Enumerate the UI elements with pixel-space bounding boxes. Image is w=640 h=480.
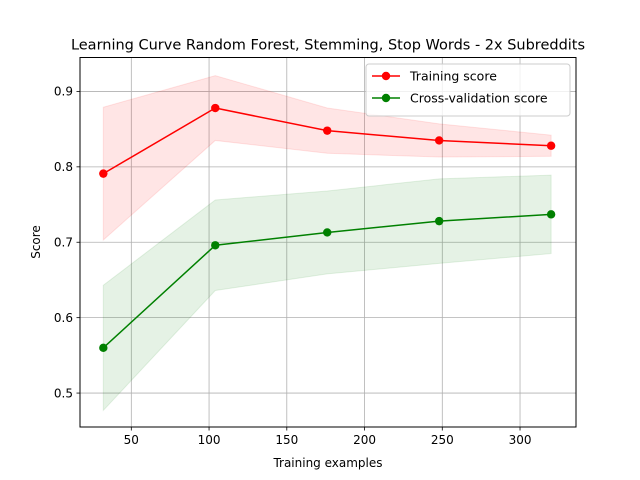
confidence-bands	[102, 75, 552, 412]
cross-validation-score-point	[211, 241, 220, 250]
legend: Training score Cross-validation score	[365, 63, 571, 117]
cross-validation-score-point	[546, 210, 556, 219]
x-tick-label: 300	[509, 433, 532, 447]
legend-label-training: Training score	[409, 69, 497, 84]
training-score-point	[211, 103, 220, 113]
cross-validation-score-point	[434, 216, 444, 226]
y-tick-label: 0.7	[54, 236, 73, 250]
training-score-point	[99, 169, 108, 178]
x-axis-label: Training examples	[272, 456, 382, 470]
x-tick-label: 50	[124, 433, 139, 447]
legend-marker-training	[381, 71, 391, 81]
plot-area	[79, 57, 577, 428]
y-axis-ticks: 0.5 0.6 0.7 0.8 0.9	[54, 85, 80, 400]
cross-validation-score-confidence-band	[102, 174, 552, 412]
legend-label-cv: Cross-validation score	[410, 91, 548, 106]
legend-marker-cv	[381, 93, 391, 103]
x-tick-label: 100	[198, 433, 221, 447]
y-tick-label: 0.6	[54, 311, 73, 325]
y-tick-label: 0.5	[54, 386, 73, 400]
training-score-point	[546, 141, 556, 150]
y-axis-label: Score	[29, 225, 43, 259]
grid-lines	[80, 57, 576, 427]
training-score-confidence-band	[102, 75, 552, 242]
series-markers	[99, 103, 556, 353]
x-tick-label: 150	[275, 433, 298, 447]
legend-box	[365, 63, 571, 117]
cross-validation-score-point	[99, 343, 108, 353]
cross-validation-score-point	[323, 228, 332, 237]
x-tick-label: 200	[353, 433, 376, 447]
training-score-point	[434, 136, 444, 145]
x-tick-label: 250	[431, 433, 454, 447]
training-score-point	[323, 126, 332, 135]
y-tick-label: 0.9	[54, 85, 73, 99]
chart-title: Learning Curve Random Forest, Stemming, …	[71, 38, 585, 54]
y-tick-label: 0.8	[54, 160, 73, 174]
x-axis-ticks: 50 100 150 200 250 300	[124, 427, 532, 447]
